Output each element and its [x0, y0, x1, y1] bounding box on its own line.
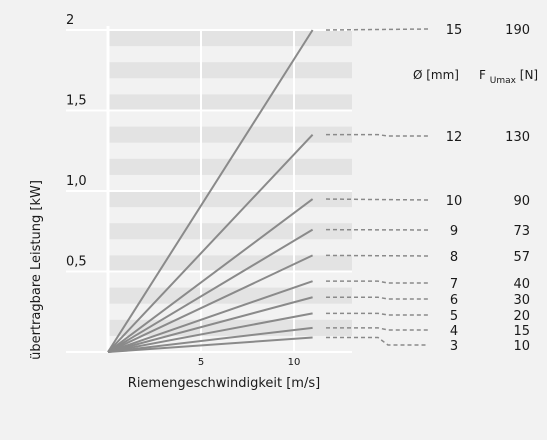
y-tick-label: 0,5 — [66, 255, 87, 270]
force-value: 73 — [513, 224, 530, 239]
grid-band — [108, 287, 352, 304]
header-force-unit: [N] — [520, 68, 538, 82]
leader-lines — [325, 28, 429, 346]
diameter-value: 4 — [450, 324, 458, 339]
series-line — [107, 336, 313, 353]
diameter-value: 8 — [450, 250, 458, 265]
leader-line — [325, 28, 429, 31]
y-tick-label: 2 — [66, 13, 74, 28]
force-value: 130 — [505, 130, 530, 145]
y-axis-label: übertragbare Leistung [kW] — [29, 180, 44, 360]
diameter-value: 3 — [450, 339, 458, 354]
force-value: 40 — [513, 277, 530, 292]
header-force-sub: Umax — [490, 76, 517, 86]
series-line — [107, 198, 314, 353]
grid-band — [108, 158, 352, 175]
series-lines — [107, 29, 314, 353]
series-line — [107, 133, 314, 353]
leader-line — [326, 296, 428, 300]
diameter-value: 15 — [446, 23, 463, 38]
header-force: F Umax [N] — [479, 68, 538, 86]
grid-band — [108, 255, 352, 272]
series-line — [107, 280, 313, 353]
right-table: 15 190 12 130 10 90 9 73 8 57 7 40 6 30 5 20 4 15 3 10 — [446, 23, 530, 354]
diameter-value: 9 — [450, 224, 458, 239]
grid-band — [108, 62, 352, 79]
series-line — [107, 312, 313, 353]
diameter-value: 10 — [446, 194, 463, 209]
grid-band — [108, 191, 352, 208]
y-tick-label: 1,5 — [66, 94, 87, 109]
grid-band — [108, 126, 352, 143]
leader-line — [326, 133, 428, 137]
force-value: 90 — [513, 194, 530, 209]
y-tick-label: 1,0 — [66, 174, 87, 189]
series-line — [107, 296, 313, 353]
leader-line — [326, 327, 428, 331]
leader-line — [325, 254, 429, 257]
series-line — [107, 326, 313, 353]
grid-band — [108, 223, 352, 240]
header-force-main: F — [479, 68, 486, 82]
leader-line — [326, 280, 428, 284]
diameter-value: 12 — [446, 130, 463, 145]
header-diameter: Ø [mm] — [413, 68, 459, 82]
grid-band — [108, 30, 352, 47]
series-line — [107, 29, 314, 353]
force-value: 10 — [513, 339, 530, 354]
force-value: 190 — [505, 23, 530, 38]
x-tick-label: 5 — [198, 357, 204, 368]
x-tick-label: 10 — [288, 357, 301, 368]
x-axis-label: Riemengeschwindigkeit [m/s] — [128, 376, 320, 391]
tick-labels: 0,5 1,0 1,5 2 5 10 — [66, 13, 300, 368]
series-line — [107, 254, 314, 353]
leader-line — [325, 198, 429, 201]
axes — [66, 26, 352, 353]
force-value: 15 — [513, 324, 530, 339]
force-value: 57 — [513, 250, 530, 265]
diameter-value: 7 — [450, 277, 458, 292]
force-value: 30 — [513, 293, 530, 308]
leader-line — [326, 336, 428, 346]
diameter-value: 5 — [450, 309, 458, 324]
series-line — [107, 228, 314, 353]
diameter-value: 6 — [450, 293, 458, 308]
force-value: 20 — [513, 309, 530, 324]
leader-line — [326, 312, 428, 316]
grid-band — [108, 94, 352, 111]
grid-band — [108, 319, 352, 336]
